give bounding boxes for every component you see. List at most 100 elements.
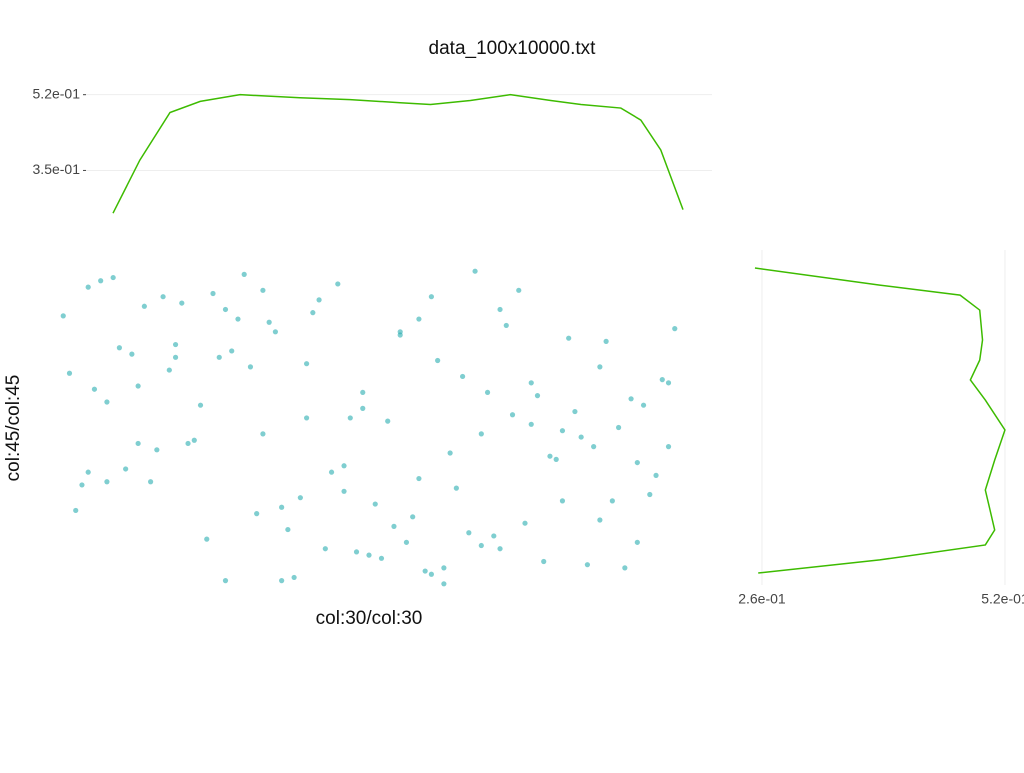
point bbox=[172, 354, 179, 360]
point bbox=[428, 571, 434, 577]
point bbox=[659, 377, 665, 383]
point bbox=[322, 546, 328, 552]
x-tick-label: 5.2e-01 bbox=[981, 591, 1024, 607]
point bbox=[272, 329, 278, 335]
point bbox=[110, 274, 116, 281]
density-line bbox=[754, 267, 1006, 574]
point bbox=[566, 335, 572, 341]
point bbox=[197, 402, 204, 408]
point bbox=[241, 271, 247, 277]
chart-title: data_100x10000.txt bbox=[429, 38, 597, 59]
point bbox=[135, 440, 141, 447]
point bbox=[316, 297, 322, 303]
point bbox=[216, 354, 222, 360]
point bbox=[453, 485, 459, 491]
point bbox=[528, 380, 534, 386]
x-tick-label: 2.6e-01 bbox=[738, 591, 786, 607]
point bbox=[460, 373, 466, 380]
point bbox=[166, 367, 172, 373]
point bbox=[528, 421, 534, 427]
point bbox=[372, 501, 378, 507]
point bbox=[304, 361, 310, 367]
point bbox=[247, 364, 254, 370]
point bbox=[522, 520, 528, 526]
point bbox=[634, 459, 640, 466]
point bbox=[410, 514, 416, 520]
point bbox=[441, 565, 447, 571]
point bbox=[341, 488, 347, 494]
point bbox=[516, 287, 522, 293]
point bbox=[578, 434, 584, 440]
x-axis-label: col:30/col:30 bbox=[316, 608, 423, 629]
point bbox=[279, 578, 285, 584]
point bbox=[191, 437, 197, 443]
point bbox=[541, 558, 547, 565]
point bbox=[553, 456, 559, 462]
point bbox=[597, 364, 603, 370]
point bbox=[91, 386, 98, 392]
point bbox=[416, 475, 422, 482]
point bbox=[135, 383, 141, 389]
point bbox=[472, 268, 478, 274]
point bbox=[104, 479, 110, 485]
point bbox=[291, 574, 297, 581]
point bbox=[428, 294, 434, 300]
point bbox=[285, 526, 291, 533]
point bbox=[328, 469, 335, 475]
point bbox=[222, 306, 229, 313]
point bbox=[79, 482, 85, 488]
point bbox=[422, 568, 428, 574]
point bbox=[85, 284, 91, 290]
point bbox=[634, 539, 640, 545]
point bbox=[222, 578, 229, 584]
point bbox=[628, 396, 634, 402]
point bbox=[229, 348, 235, 354]
density-line bbox=[112, 93, 684, 214]
point bbox=[559, 428, 566, 434]
point bbox=[310, 310, 316, 316]
point bbox=[584, 562, 591, 568]
point bbox=[66, 370, 73, 376]
y-axis-label: col:45/col:45 bbox=[3, 375, 24, 482]
point bbox=[509, 412, 516, 418]
point bbox=[185, 440, 191, 447]
point bbox=[123, 466, 129, 472]
point bbox=[210, 290, 216, 297]
point bbox=[616, 424, 622, 431]
point bbox=[478, 542, 484, 549]
point bbox=[665, 380, 672, 386]
point bbox=[360, 389, 366, 396]
point bbox=[98, 278, 104, 284]
point bbox=[335, 281, 341, 287]
point bbox=[653, 472, 659, 478]
point bbox=[466, 530, 472, 536]
point bbox=[304, 415, 310, 421]
point bbox=[503, 322, 509, 329]
point bbox=[559, 498, 566, 504]
point bbox=[129, 351, 135, 357]
point bbox=[104, 399, 110, 405]
point bbox=[366, 552, 372, 558]
point bbox=[154, 447, 160, 453]
point bbox=[397, 329, 403, 335]
point bbox=[172, 341, 179, 348]
point bbox=[260, 287, 266, 293]
point bbox=[60, 313, 66, 319]
point bbox=[260, 431, 266, 437]
point bbox=[640, 402, 647, 408]
point bbox=[484, 389, 491, 396]
point bbox=[665, 444, 672, 450]
point bbox=[235, 316, 241, 322]
point bbox=[622, 565, 628, 571]
point bbox=[385, 418, 391, 424]
point bbox=[148, 479, 154, 485]
point bbox=[179, 300, 185, 306]
point bbox=[141, 303, 147, 309]
point bbox=[534, 393, 541, 399]
point bbox=[297, 495, 303, 501]
point bbox=[647, 491, 653, 498]
point bbox=[603, 338, 609, 344]
point bbox=[360, 405, 366, 411]
point bbox=[403, 539, 410, 545]
